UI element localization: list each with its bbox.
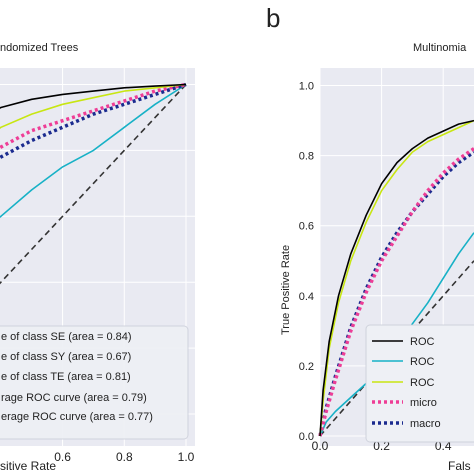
chart-right-y-ticks: 0.0 0.2 0.4 0.6 0.8 1.0 <box>299 81 314 443</box>
series-line <box>318 147 474 437</box>
chart-right-title: Multinomia <box>413 42 467 54</box>
chart-right-x-label: Fals <box>448 459 471 473</box>
chart-left-legend-item: e of class TE (area = 0.81) <box>1 371 131 383</box>
series-line <box>319 119 474 437</box>
chart-left-legend: e of class SE (area = 0.84) e of class S… <box>0 325 189 440</box>
chart-left-legend-item: rage ROC curve (area = 0.79) <box>1 392 147 404</box>
series-line <box>0 83 187 218</box>
x-tick-label: 1.0 <box>178 450 195 464</box>
chart-left-series <box>0 82 187 285</box>
chart-left-legend-box <box>0 325 189 440</box>
chart-left-x-ticks: 0.6 0.8 1.0 <box>54 450 194 464</box>
series-line <box>0 83 187 285</box>
chart-left-legend-item: e of class SE (area = 0.84) <box>1 331 132 343</box>
chart-right-legend-item: ROC <box>410 377 435 389</box>
chart-right-legend-item: ROC <box>410 356 435 368</box>
chart-right-legend-item: macro <box>410 418 441 430</box>
y-tick-label: 0.6 <box>299 221 314 233</box>
series-line <box>319 260 474 437</box>
chart-left: ndomized Trees 0.6 0.8 1.0 sitive Rate e o… <box>0 42 195 473</box>
x-tick-label: 0.6 <box>54 450 71 464</box>
chart-right-legend-swatches <box>372 340 403 425</box>
chart-right-y-label: True Positive Rate <box>280 245 292 335</box>
chart-right: Multinomia 0.0 0.2 0.4 0.00.20.40.60.81.0 … <box>280 42 474 473</box>
chart-right-legend-item: micro <box>410 397 437 409</box>
x-tick-label: 0.0 <box>312 439 329 453</box>
y-tick-label: 0.2 <box>299 361 314 373</box>
y-tick-label: 1.0 <box>299 81 314 93</box>
chart-left-legend-item: e of class SY (area = 0.67) <box>1 351 131 363</box>
series-line <box>319 119 474 437</box>
chart-right-legend: ROC ROC ROC micro macro <box>365 324 474 443</box>
chart-left-legend-item: erage ROC curve (area = 0.77) <box>1 411 153 423</box>
chart-right-legend-box <box>365 324 474 443</box>
y-tick-label: 0.4 <box>299 291 314 303</box>
panel-letter: b <box>266 3 280 33</box>
chart-left-x-label: sitive Rate <box>0 459 56 473</box>
y-tick-label: 0.0 <box>299 431 314 443</box>
series-line <box>0 83 187 129</box>
chart-right-legend-item: ROC <box>410 336 435 348</box>
series-line <box>0 83 187 109</box>
x-tick-label: 0.8 <box>116 450 133 464</box>
y-tick-label: 0.8 <box>299 151 314 163</box>
series-line <box>0 82 187 160</box>
chart-left-title: ndomized Trees <box>0 42 79 54</box>
chart-left-grid <box>0 68 195 447</box>
series-line <box>0 82 187 150</box>
